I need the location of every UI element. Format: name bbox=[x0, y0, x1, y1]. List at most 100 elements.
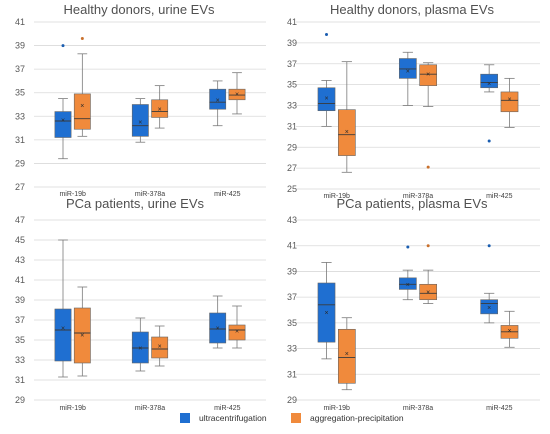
mean-marker: × bbox=[216, 97, 220, 104]
box-ultracentrifugation-miR-425: × bbox=[480, 244, 499, 324]
box-ultracentrifugation-miR-19b: × bbox=[317, 33, 336, 127]
box-aggregation-precipitation-miR-378a: × bbox=[151, 85, 169, 129]
category-label: miR-19b bbox=[323, 193, 350, 200]
mean-marker: × bbox=[158, 107, 162, 114]
mean-marker: × bbox=[216, 326, 220, 333]
y-tick-label: 35 bbox=[15, 335, 25, 345]
chart-panels: Healthy donors, urine EVs 27 29 31 33 35 37 39 4… bbox=[15, 2, 540, 412]
y-tick-label: 37 bbox=[287, 59, 297, 69]
y-tick-label: 43 bbox=[287, 215, 297, 225]
y-tick-label: 41 bbox=[15, 275, 25, 285]
mean-marker: × bbox=[507, 328, 511, 335]
category-label: miR-378a bbox=[403, 405, 433, 412]
category-label: miR-378a bbox=[135, 405, 165, 412]
outlier-point bbox=[487, 139, 491, 143]
y-tick-label: 25 bbox=[287, 184, 297, 194]
iqr-box bbox=[337, 328, 356, 384]
box-aggregation-precipitation-miR-378a: × bbox=[419, 62, 438, 169]
mean-marker: × bbox=[61, 117, 65, 124]
y-tick-label: 37 bbox=[287, 292, 297, 302]
y-tick-label: 45 bbox=[15, 235, 25, 245]
y-tick-label: 39 bbox=[287, 38, 297, 48]
y-tick-label: 29 bbox=[287, 142, 297, 152]
iqr-box bbox=[209, 88, 227, 110]
box-ultracentrifugation-miR-19b: × bbox=[54, 239, 72, 378]
mean-marker: × bbox=[345, 129, 349, 136]
outlier-point bbox=[426, 244, 430, 248]
outlier-point bbox=[325, 33, 328, 37]
mean-marker: × bbox=[507, 97, 511, 104]
category-label: miR-378a bbox=[135, 191, 165, 198]
box-aggregation-precipitation-miR-425: × bbox=[228, 305, 246, 349]
y-tick-label: 31 bbox=[287, 369, 297, 379]
box-ultracentrifugation-miR-378a: × bbox=[131, 98, 149, 143]
chart-panel-2: Healthy donors, plasma EVs 25 27 29 31 33 35 37… bbox=[287, 2, 540, 200]
y-tick-label: 35 bbox=[15, 88, 25, 98]
y-tick-label: 41 bbox=[15, 17, 25, 27]
outlier-point bbox=[426, 165, 430, 169]
box-aggregation-precipitation-miR-425: × bbox=[500, 77, 519, 128]
mean-marker: × bbox=[80, 333, 84, 340]
y-tick-label: 31 bbox=[15, 135, 25, 145]
y-tick-label: 39 bbox=[15, 41, 25, 51]
box-aggregation-precipitation-miR-378a: × bbox=[151, 325, 169, 367]
chart-panel-3: PCa patients, urine EVs 29 31 33 35 37 39 41 43 4… bbox=[15, 196, 266, 412]
chart-title: PCa patients, plasma EVs bbox=[336, 196, 488, 211]
y-tick-label: 31 bbox=[287, 121, 297, 131]
mean-marker: × bbox=[80, 103, 84, 110]
y-tick-label: 39 bbox=[287, 266, 297, 276]
mean-marker: × bbox=[138, 346, 142, 353]
y-tick-label: 27 bbox=[15, 182, 25, 192]
iqr-box bbox=[398, 277, 417, 290]
chart-panel-4: PCa patients, plasma EVs 29 31 33 35 37 39 41 43… bbox=[287, 196, 540, 412]
outlier-point bbox=[80, 37, 84, 40]
chart-title: Healthy donors, plasma EVs bbox=[330, 2, 495, 17]
y-tick-label: 41 bbox=[287, 241, 297, 251]
iqr-box bbox=[131, 331, 149, 364]
iqr-box bbox=[54, 111, 72, 138]
iqr-box bbox=[73, 93, 91, 130]
iqr-box bbox=[151, 336, 169, 359]
box-ultracentrifugation-miR-378a: × bbox=[398, 245, 417, 301]
box-ultracentrifugation-miR-378a: × bbox=[131, 317, 149, 372]
box-aggregation-precipitation-miR-425: × bbox=[228, 72, 246, 115]
iqr-box bbox=[228, 88, 246, 101]
box-aggregation-precipitation-miR-378a: × bbox=[419, 244, 438, 304]
iqr-box bbox=[419, 283, 438, 301]
mean-marker: × bbox=[138, 120, 142, 127]
iqr-box bbox=[500, 91, 519, 113]
iqr-box bbox=[228, 324, 246, 341]
mean-marker: × bbox=[406, 282, 410, 289]
box-aggregation-precipitation-miR-19b: × bbox=[73, 37, 91, 137]
category-label: miR-425 bbox=[486, 405, 513, 412]
y-tick-label: 33 bbox=[287, 344, 297, 354]
iqr-box bbox=[209, 312, 227, 344]
legend-label-ultracentrifugation: ultracentrifugation bbox=[199, 413, 267, 423]
y-tick-label: 27 bbox=[287, 163, 297, 173]
box-ultracentrifugation-miR-425: × bbox=[209, 80, 227, 127]
y-tick-label: 29 bbox=[15, 395, 25, 405]
box-ultracentrifugation-miR-19b: × bbox=[317, 262, 336, 360]
box-aggregation-precipitation-miR-19b: × bbox=[337, 61, 356, 173]
mean-marker: × bbox=[487, 305, 491, 312]
iqr-box bbox=[151, 99, 169, 118]
box-ultracentrifugation-miR-19b: × bbox=[54, 44, 72, 160]
outlier-point bbox=[61, 44, 65, 48]
iqr-box bbox=[398, 58, 417, 79]
mean-marker: × bbox=[426, 72, 430, 79]
mean-marker: × bbox=[158, 344, 162, 351]
mean-marker: × bbox=[345, 351, 349, 358]
mean-marker: × bbox=[406, 69, 410, 76]
legend-swatch-aggregation-precipitation bbox=[291, 413, 301, 423]
y-tick-label: 29 bbox=[287, 395, 297, 405]
category-label: miR-425 bbox=[214, 191, 241, 198]
y-tick-label: 41 bbox=[287, 17, 297, 27]
y-tick-label: 47 bbox=[15, 215, 25, 225]
box-ultracentrifugation-miR-425: × bbox=[209, 295, 227, 349]
y-tick-label: 39 bbox=[15, 295, 25, 305]
mean-marker: × bbox=[487, 81, 491, 88]
category-label: miR-19b bbox=[59, 405, 86, 412]
chart-title: PCa patients, urine EVs bbox=[66, 196, 205, 211]
mean-marker: × bbox=[235, 91, 239, 98]
